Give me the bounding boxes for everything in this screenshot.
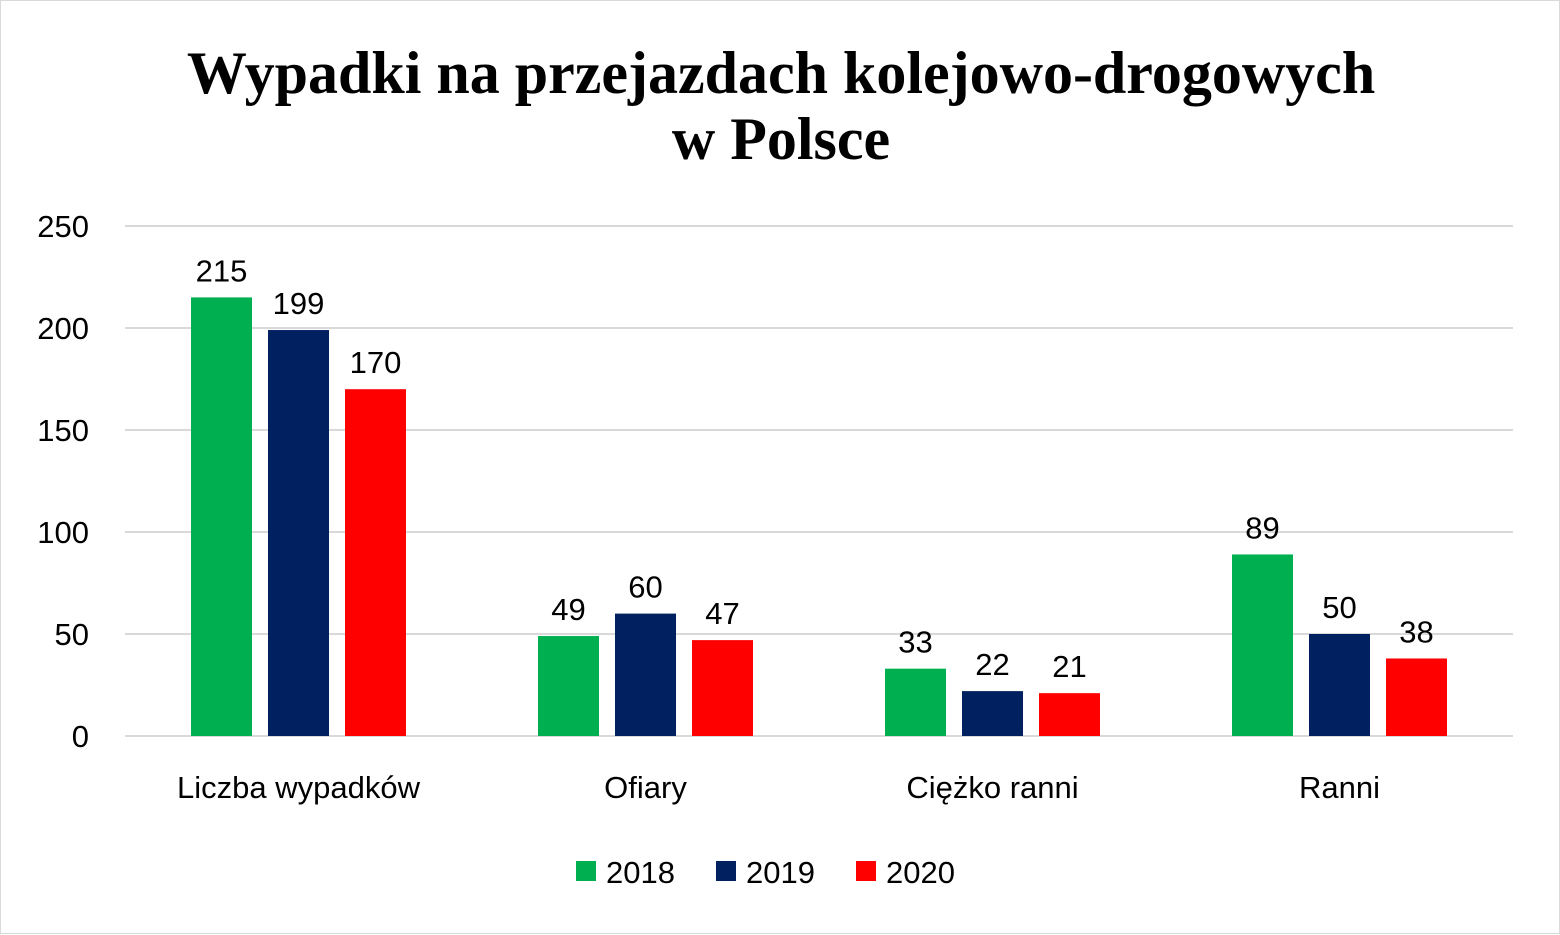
chart-title-line-2: w Polsce	[672, 106, 890, 172]
legend: 2018 2019 2020	[576, 855, 955, 890]
data-label-2018-1: 49	[551, 592, 585, 627]
y-tick-label-200: 200	[37, 311, 89, 346]
category-label-0: Liczba wypadków	[177, 770, 421, 805]
bar-2020-1	[692, 640, 753, 736]
chart-title-line-1: Wypadki na przejazdach kolejowo-drogowyc…	[187, 40, 1375, 106]
data-label-2020-0: 170	[350, 345, 402, 380]
legend-label-2020: 2020	[886, 855, 955, 890]
category-label-3: Ranni	[1299, 770, 1380, 805]
data-label-2018-2: 33	[898, 625, 932, 660]
data-label-2019-3: 50	[1322, 590, 1356, 625]
legend-label-2018: 2018	[606, 855, 675, 890]
bars	[191, 297, 1447, 736]
data-label-2018-3: 89	[1245, 510, 1279, 545]
data-label-2019-1: 60	[628, 570, 662, 605]
category-label-2: Ciężko ranni	[906, 770, 1078, 805]
bar-2018-1	[538, 636, 599, 736]
legend-swatch-2020	[856, 861, 876, 881]
legend-swatch-2019	[716, 861, 736, 881]
category-labels: Liczba wypadków Ofiary Ciężko ranni Ranni	[177, 770, 1380, 805]
gridlines	[125, 225, 1513, 737]
data-labels: 215 199 170 49 60 47 33 22 21 89 50 38	[196, 253, 1434, 684]
bar-2018-2	[885, 668, 946, 736]
legend-swatch-2018	[576, 861, 596, 881]
data-label-2019-0: 199	[273, 286, 325, 321]
data-label-2020-2: 21	[1052, 649, 1086, 684]
bar-2019-2	[962, 691, 1023, 736]
bar-2020-3	[1386, 658, 1447, 736]
bar-2019-0	[268, 330, 329, 736]
data-label-2020-1: 47	[705, 596, 739, 631]
category-label-1: Ofiary	[604, 770, 687, 805]
bar-2018-0	[191, 297, 252, 736]
bar-2020-2	[1039, 693, 1100, 736]
y-tick-label-250: 250	[37, 209, 89, 244]
y-tick-label-150: 150	[37, 413, 89, 448]
y-tick-label-0: 0	[72, 719, 89, 754]
y-axis-ticks: 0 50 100 150 200 250	[37, 209, 89, 754]
legend-label-2019: 2019	[746, 855, 815, 890]
y-tick-label-50: 50	[55, 617, 89, 652]
data-label-2019-2: 22	[975, 647, 1009, 682]
bar-2019-3	[1309, 634, 1370, 736]
bar-2020-0	[345, 389, 406, 736]
bar-2019-1	[615, 613, 676, 736]
bar-2018-3	[1232, 554, 1293, 736]
y-tick-label-100: 100	[37, 515, 89, 550]
data-label-2020-3: 38	[1399, 614, 1433, 649]
data-label-2018-0: 215	[196, 253, 248, 288]
